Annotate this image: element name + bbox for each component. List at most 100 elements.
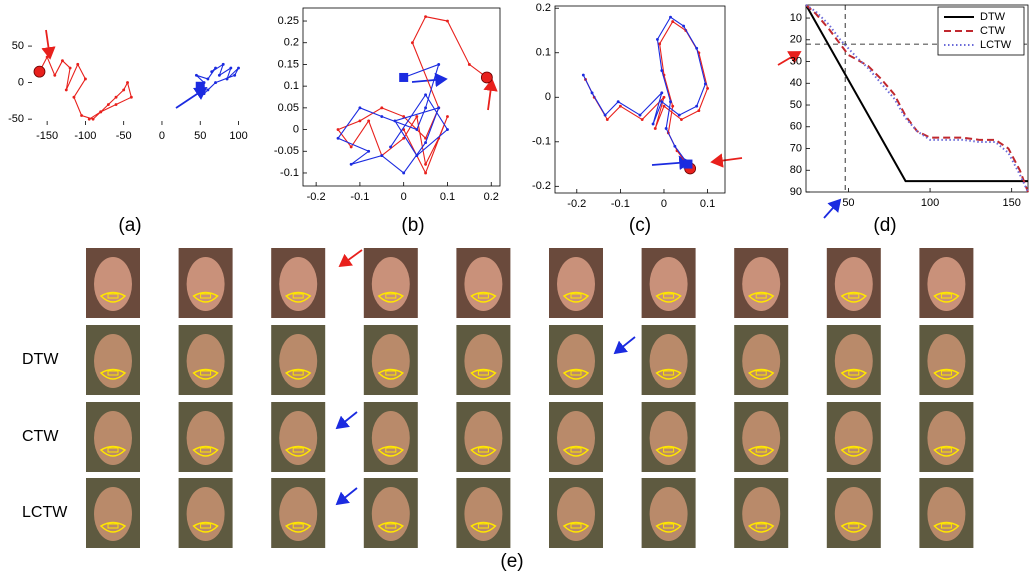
- x-tick-label: -100: [74, 130, 96, 142]
- face-thumbnail: [271, 248, 326, 318]
- start-marker: [33, 65, 46, 78]
- start-marker: [399, 72, 409, 82]
- x-tick-label: 0.2: [484, 191, 499, 203]
- x-tick-label: 0: [401, 191, 407, 203]
- face-thumbnail: [734, 248, 789, 318]
- x-tick-label: 0: [159, 130, 165, 142]
- face-skin: [742, 257, 781, 311]
- x-tick-label: -0.1: [611, 198, 630, 210]
- inner-lip: [477, 447, 489, 453]
- face-thumbnail: [919, 402, 974, 472]
- face-skin: [834, 487, 873, 541]
- y-tick-label: 90: [790, 186, 802, 198]
- y-tick-label: 0.2: [284, 37, 299, 49]
- face-thumbnail: [363, 478, 418, 548]
- lip-contour: [284, 368, 312, 380]
- face-thumbnail: [456, 478, 511, 548]
- face-skin: [464, 334, 503, 388]
- row-label: CTW: [22, 428, 59, 445]
- legend-label: LCTW: [980, 39, 1012, 51]
- face-skin: [94, 257, 132, 311]
- lip-contour: [562, 521, 590, 533]
- face-skin: [279, 257, 318, 311]
- face-skin: [834, 334, 873, 388]
- face-skin: [186, 487, 225, 541]
- face-thumbnail: [456, 325, 511, 395]
- inner-lip: [663, 370, 675, 376]
- inner-lip: [848, 293, 860, 299]
- axes-box: [554, 5, 726, 194]
- x-tick-label: 0: [661, 198, 667, 210]
- inner-lip: [107, 447, 119, 453]
- lip-contour: [192, 521, 219, 533]
- face-thumbnail: [363, 248, 418, 318]
- face-thumbnail: [641, 402, 696, 472]
- series-line: [581, 15, 707, 165]
- lip-contour: [377, 521, 405, 533]
- inner-lip: [292, 447, 304, 453]
- lip-contour: [99, 521, 127, 533]
- lip-contour: [99, 291, 127, 303]
- face-thumbnail: [271, 478, 326, 548]
- face-skin: [742, 411, 781, 465]
- axes-box: [805, 4, 1029, 193]
- x-tick-label: 50: [842, 197, 854, 209]
- x-tick-label: 0.1: [700, 198, 715, 210]
- face-skin: [371, 411, 410, 465]
- inner-lip: [570, 523, 582, 529]
- lip-contour: [99, 445, 127, 457]
- lip-contour: [840, 521, 868, 533]
- inner-lip: [848, 370, 860, 376]
- legend-box: [937, 6, 1025, 56]
- face-skin: [742, 487, 781, 541]
- lip-contour: [933, 521, 960, 533]
- face-thumbnail: [178, 478, 233, 548]
- inner-lip: [107, 370, 119, 376]
- lip-contour: [655, 521, 682, 533]
- x-tick-label: -0.2: [567, 198, 586, 210]
- face-thumbnail: [549, 478, 603, 548]
- chart-caption: (b): [401, 215, 424, 236]
- arrows: [41, 29, 842, 506]
- face-skin: [834, 411, 873, 465]
- y-tick-label: 0.2: [536, 2, 551, 14]
- inner-lip: [292, 523, 304, 529]
- lip-contour: [562, 368, 590, 380]
- x-tick-label: -50: [116, 130, 132, 142]
- face-skin: [649, 334, 688, 388]
- lip-contour: [840, 445, 868, 457]
- inner-lip: [477, 370, 489, 376]
- lip-contour: [933, 445, 960, 457]
- lip-contour: [562, 445, 590, 457]
- y-tick-label: 0: [293, 123, 299, 135]
- face-skin: [557, 411, 595, 465]
- lip-contour: [840, 368, 868, 380]
- face-thumbnail: [826, 478, 881, 548]
- lip-contour: [470, 445, 497, 457]
- face-skin: [649, 411, 688, 465]
- y-tick-label: 50: [12, 40, 24, 52]
- face-skin: [279, 487, 318, 541]
- face-thumbnail: [549, 248, 603, 318]
- y-tick-label: 80: [790, 164, 802, 176]
- face-thumbnail: [178, 402, 233, 472]
- lip-contour: [470, 368, 497, 380]
- face-thumbnail: [86, 402, 140, 472]
- face-thumbnail: [549, 402, 603, 472]
- face-skin: [927, 334, 966, 388]
- face-thumbnail: [271, 402, 326, 472]
- face-skin: [557, 334, 595, 388]
- inner-lip: [200, 523, 212, 529]
- y-tick-label: -50: [8, 113, 24, 125]
- x-tick-label: 150: [1002, 197, 1020, 209]
- lip-contour: [192, 445, 219, 457]
- face-thumbnail: [363, 325, 418, 395]
- face-thumbnail: [363, 402, 418, 472]
- lip-contour: [933, 368, 960, 380]
- lip-contour: [377, 445, 405, 457]
- lip-contour: [747, 368, 775, 380]
- face-skin: [649, 257, 688, 311]
- lip-contour: [747, 445, 775, 457]
- series-line: [584, 20, 709, 169]
- inner-lip: [385, 523, 397, 529]
